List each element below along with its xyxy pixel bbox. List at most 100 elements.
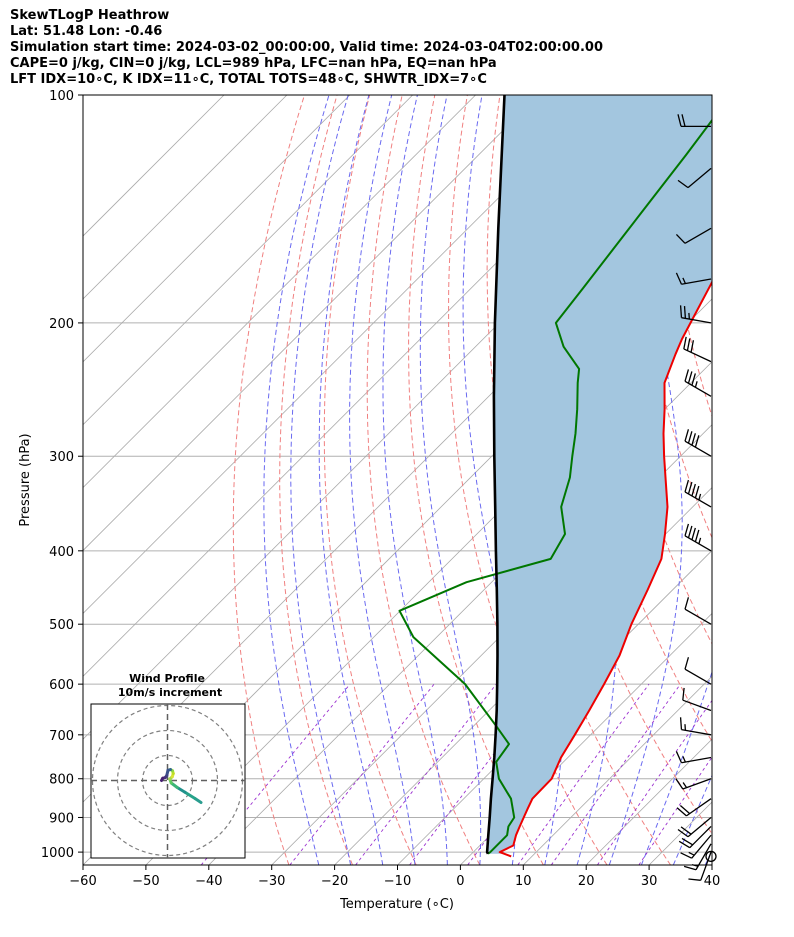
y-axis-label: Pressure (hPa) [18, 433, 33, 526]
wind-barb [675, 227, 712, 244]
x-tick-label: 30 [641, 874, 658, 889]
barb-staff [684, 440, 712, 457]
x-tick-label: −20 [321, 874, 348, 889]
wind-barb [682, 687, 712, 712]
barb-full [684, 523, 690, 537]
mixing-ratio-line [517, 683, 650, 865]
barb-full [691, 433, 696, 446]
moist-adiabat-line [382, 95, 448, 865]
x-tick-label: −40 [195, 874, 222, 889]
y-tick-label: 500 [49, 618, 74, 633]
barb-full [682, 687, 685, 701]
hodograph-plot [91, 704, 245, 858]
hodograph-subtitle: 10m/s increment [118, 686, 222, 699]
x-tick-label: −60 [69, 874, 96, 889]
mixing-ratio-line [597, 699, 712, 865]
barb-full [691, 527, 696, 541]
x-tick-label: 20 [578, 874, 595, 889]
cape-line: CAPE=0 j/kg, CIN=0 j/kg, LCL=989 hPa, LF… [10, 56, 497, 71]
barb-staff [684, 535, 712, 552]
barb-staff [684, 608, 712, 625]
barb-staff [682, 699, 712, 712]
barb-full [684, 597, 690, 610]
mixing-ratio-line [355, 683, 497, 865]
barb-full [677, 114, 682, 127]
isotherm-line [523, 675, 712, 865]
barb-full [694, 485, 700, 499]
barb-staff [684, 227, 712, 244]
y-tick-label: 600 [49, 678, 74, 693]
barb-full [681, 114, 686, 127]
hodograph-segment [183, 790, 197, 800]
x-tick-label: 40 [704, 874, 721, 889]
hodograph-title: Wind Profile [129, 672, 205, 685]
dry-adiabat-line [761, 95, 794, 865]
wind-barb [684, 523, 712, 552]
wind-barb [677, 114, 711, 127]
barb-full [675, 751, 683, 763]
barb-full [679, 804, 691, 815]
isotherm-line [83, 95, 351, 363]
isotherm-line [83, 95, 288, 300]
isotherm-line [83, 95, 225, 237]
wind-barb [688, 851, 712, 881]
mixing-ratio-line [289, 683, 435, 865]
time-line: Simulation start time: 2024-03-02_00:00:… [10, 40, 603, 55]
barb-staff [700, 851, 712, 881]
hodograph-segment [175, 786, 187, 794]
dry-adiabat-line [232, 95, 305, 865]
axes: −60 −50 −40 −30 −20 −10 0 10 20 30 40 100 200 300 400 5… [41, 89, 720, 889]
y-tick-label: 1000 [41, 846, 74, 861]
barb-full [694, 529, 700, 543]
barb-full [684, 429, 690, 442]
barb-full [677, 828, 689, 838]
y-tick-label: 800 [49, 773, 74, 788]
barb-full [687, 481, 693, 495]
isotherm-line [83, 95, 413, 426]
barb-full [681, 837, 693, 846]
mixing-ratio-line [638, 756, 712, 865]
wind-barb [684, 429, 712, 457]
moist-adiabat-line [462, 95, 520, 865]
x-tick-label: 0 [456, 874, 464, 889]
isotherm-line [83, 95, 602, 614]
x-tick-label: −50 [132, 874, 159, 889]
wind-barb [676, 798, 712, 817]
wind-barb [678, 826, 712, 849]
calm-wind-barb [705, 850, 717, 863]
barb-full [680, 852, 693, 859]
wind-barb [675, 751, 712, 764]
profile-lines [398, 95, 712, 858]
barb-half [698, 537, 702, 545]
barb-staff [682, 778, 712, 790]
barb-half [698, 493, 702, 501]
isotherm-line [83, 95, 476, 489]
wind-barb [679, 717, 712, 736]
barb-full [679, 717, 683, 730]
moist-adiabat-line [318, 95, 384, 865]
isotherm-line [83, 95, 539, 552]
barb-staff [683, 348, 712, 363]
barb-full [678, 840, 691, 849]
dry-adiabat-line [279, 95, 353, 865]
barb-staff [687, 816, 712, 838]
barb-full [691, 373, 696, 386]
moist-adiabat-line [419, 95, 482, 865]
barb-full [684, 369, 690, 382]
barb-full [676, 807, 687, 817]
barb-full [687, 431, 693, 444]
wind-barb [677, 816, 712, 838]
barb-half [682, 756, 686, 763]
barb-staff [684, 380, 712, 397]
wind-barbs [675, 114, 717, 881]
location-line: Lat: 51.48 Lon: -0.46 [10, 24, 163, 39]
barb-full [683, 865, 697, 871]
wind-barb [675, 272, 712, 285]
barb-staff [684, 668, 712, 685]
wind-barb [677, 167, 712, 189]
wind-barb [675, 778, 712, 790]
barb-full [688, 878, 701, 881]
x-tick-label: −10 [384, 874, 411, 889]
moist-adiabat-line [290, 95, 352, 865]
